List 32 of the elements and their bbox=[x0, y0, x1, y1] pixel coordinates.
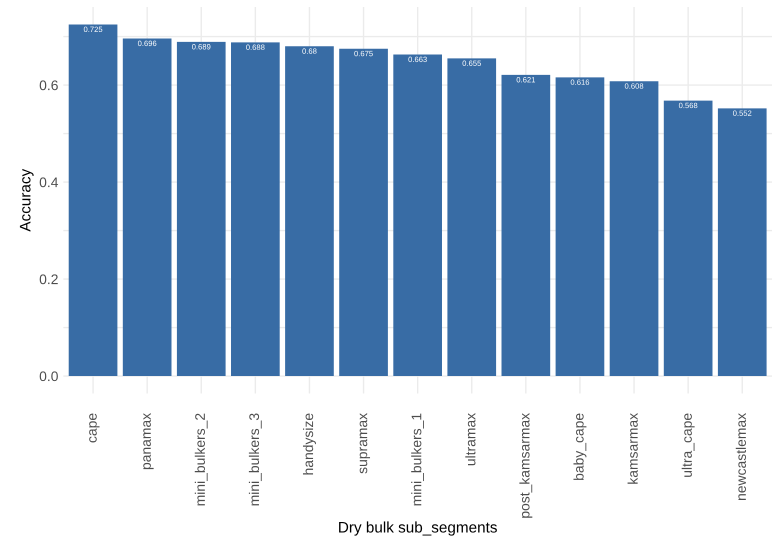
bar bbox=[68, 24, 118, 376]
bar bbox=[176, 42, 226, 376]
x-tick-label: panamax bbox=[143, 413, 154, 470]
x-tick-label: post_kamsarmax bbox=[519, 413, 532, 518]
x-tick-label: handysize bbox=[302, 414, 316, 474]
y-tick-label: 0.4 bbox=[40, 177, 58, 188]
x-tick-label: ultramax bbox=[465, 413, 476, 466]
y-tick-label: 0.0 bbox=[40, 371, 58, 382]
bar bbox=[285, 46, 334, 376]
y-tick-label: 0.6 bbox=[40, 80, 58, 90]
x-axis-title: Dry bulk sub_segments bbox=[339, 521, 497, 536]
y-tick-label: 0.2 bbox=[40, 274, 58, 284]
bar bbox=[393, 54, 442, 376]
x-tick-label: supramax bbox=[360, 413, 370, 474]
bar bbox=[231, 42, 280, 376]
x-tick-label: baby_cape bbox=[573, 414, 586, 480]
x-tick-label: ultra_cape bbox=[682, 414, 695, 477]
x-tick-label: cape bbox=[89, 414, 100, 442]
bar bbox=[718, 108, 767, 376]
bar bbox=[502, 74, 550, 376]
x-tick-label: mini_bulkers_2 bbox=[194, 414, 208, 506]
bar bbox=[664, 100, 712, 376]
x-tick-label: mini_bulkers_3 bbox=[248, 414, 262, 506]
bar bbox=[610, 81, 658, 376]
x-tick-label: mini_bulkers_1 bbox=[411, 414, 424, 506]
x-tick-label: kamsarmax bbox=[628, 413, 638, 484]
x-tick-label: newcastlemax bbox=[736, 413, 746, 500]
bar bbox=[122, 38, 172, 376]
y-axis-title: Accuracy bbox=[20, 168, 34, 232]
bar bbox=[339, 48, 388, 376]
bar bbox=[556, 77, 604, 376]
bar bbox=[447, 58, 496, 376]
